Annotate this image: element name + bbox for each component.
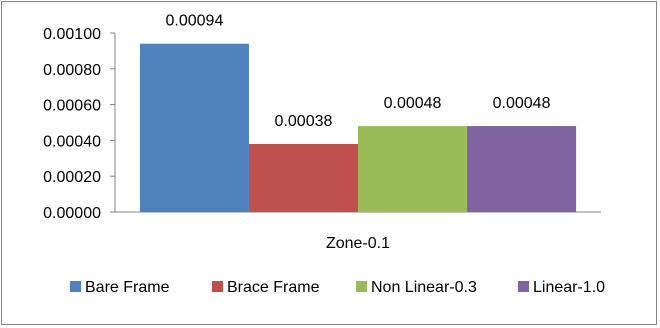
data-label: 0.00038 [275,113,333,130]
y-tick-label: 0.00060 [43,98,101,115]
y-tick-label: 0.00040 [43,133,101,150]
legend-swatch [70,281,81,292]
legend-label: Linear-1.0 [533,279,605,296]
bar-bare-frame [139,43,249,212]
y-tick-label: 0.00080 [43,62,101,79]
bar-non-linear-0-3 [358,126,468,212]
legend-label: Bare Frame [85,279,170,296]
legend-label: Brace Frame [227,279,320,296]
legend-swatch [356,281,367,292]
bar-linear-1-0 [467,126,577,212]
bar-brace-frame [248,143,358,212]
data-label: 0.00048 [384,95,442,112]
y-tick-label: 0.00000 [43,205,101,222]
legend-swatch [518,281,529,292]
data-label: 0.00048 [493,95,551,112]
legend-swatch [212,281,223,292]
legend-label: Non Linear-0.3 [371,279,477,296]
x-category-label: Zone-0.1 [326,235,390,252]
data-label: 0.00094 [166,13,224,30]
y-tick-label: 0.00020 [43,169,101,186]
y-tick-label: 0.00100 [43,26,101,43]
